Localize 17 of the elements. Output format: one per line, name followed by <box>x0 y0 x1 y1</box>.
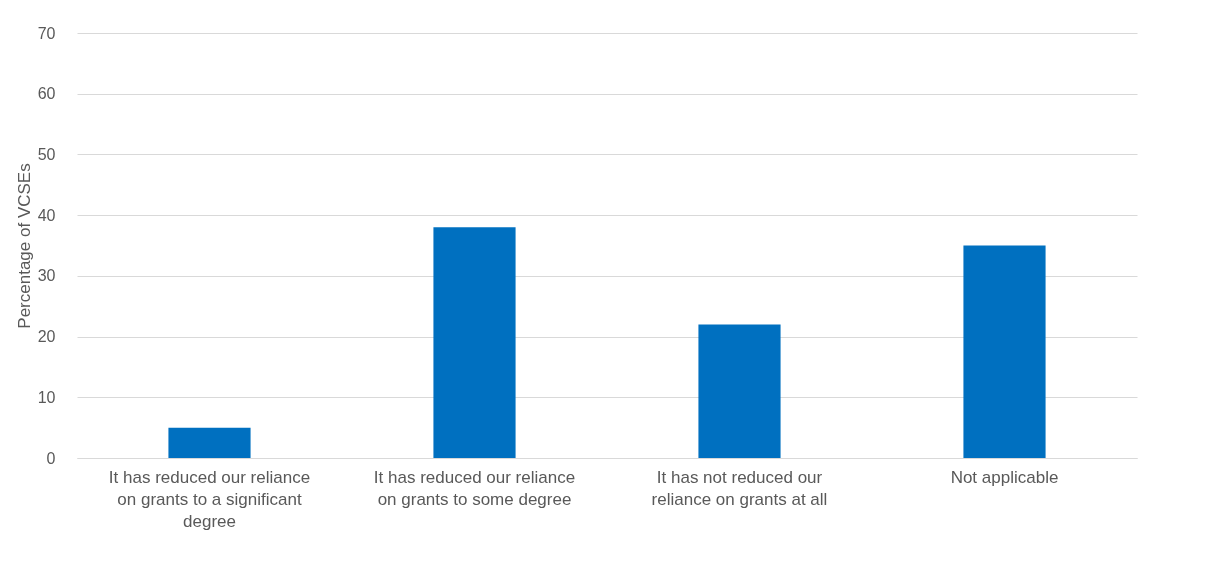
y-tick-label: 50 <box>37 145 56 163</box>
bar <box>433 227 516 458</box>
y-axis-title: Percentage of VCSEs <box>14 163 34 329</box>
x-tick-label: Not applicable <box>950 468 1059 487</box>
y-tick-label: 0 <box>46 449 56 467</box>
y-tick-label: 60 <box>37 85 56 103</box>
y-tick-label: 70 <box>37 24 56 42</box>
bar <box>698 324 781 458</box>
x-tick-label: It has reduced our reliance on grants to some degree <box>373 468 576 509</box>
y-tick-label: 20 <box>37 328 56 346</box>
bar <box>963 245 1046 458</box>
y-tick-label: 10 <box>37 388 56 406</box>
x-tick-label: It has reduced our reliance on grants to a significant degree <box>108 468 311 531</box>
y-tick-label: 30 <box>37 267 56 285</box>
x-tick-label: It has not reduced our reliance on grants at all <box>651 468 828 509</box>
bar <box>168 427 251 458</box>
y-tick-label: 40 <box>37 206 56 224</box>
